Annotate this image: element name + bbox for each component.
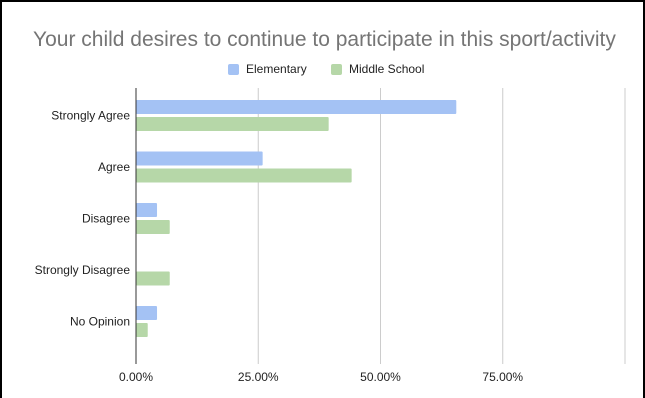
bar-no-opinion-elementary[interactable] [136, 306, 158, 320]
bar-agree-middle-school[interactable] [136, 168, 352, 183]
legend-item-middle-school[interactable]: Middle School [331, 62, 424, 76]
category-label-4: No Opinion [70, 315, 130, 329]
category-label-1: Agree [98, 160, 130, 174]
bar-disagree-elementary[interactable] [136, 203, 158, 217]
bar-strongly-agree-elementary[interactable] [136, 100, 457, 114]
bars [136, 100, 457, 337]
legend-swatch-middle-school [331, 63, 342, 75]
legend-label-elementary: Elementary [246, 62, 307, 76]
x-tick-label-3: 75.00% [482, 370, 523, 384]
legend-label-middle-school: Middle School [349, 62, 425, 76]
category-label-2: Disagree [82, 212, 130, 226]
legend: Elementary Middle School [2, 62, 645, 80]
category-label-3: Strongly Disagree [35, 263, 131, 277]
legend-item-elementary[interactable]: Elementary [228, 62, 307, 76]
chart-title: Your child desires to continue to partic… [33, 28, 616, 51]
legend-swatch-elementary [228, 63, 239, 75]
category-label-0: Strongly Agree [51, 109, 130, 123]
x-tick-label-1: 25.00% [238, 370, 279, 384]
bar-strongly-disagree-middle-school[interactable] [136, 271, 170, 286]
x-tick-label-2: 50.00% [360, 370, 401, 384]
gridlines [257, 88, 626, 364]
bar-disagree-middle-school[interactable] [136, 220, 170, 234]
bar-strongly-agree-middle-school[interactable] [136, 117, 329, 131]
bar-agree-elementary[interactable] [136, 151, 263, 166]
labels: Strongly Agree Agree Disagree Strongly Disa… [35, 109, 524, 385]
x-tick-label-0: 0.00% [119, 370, 153, 384]
bar-no-opinion-middle-school[interactable] [136, 323, 148, 337]
